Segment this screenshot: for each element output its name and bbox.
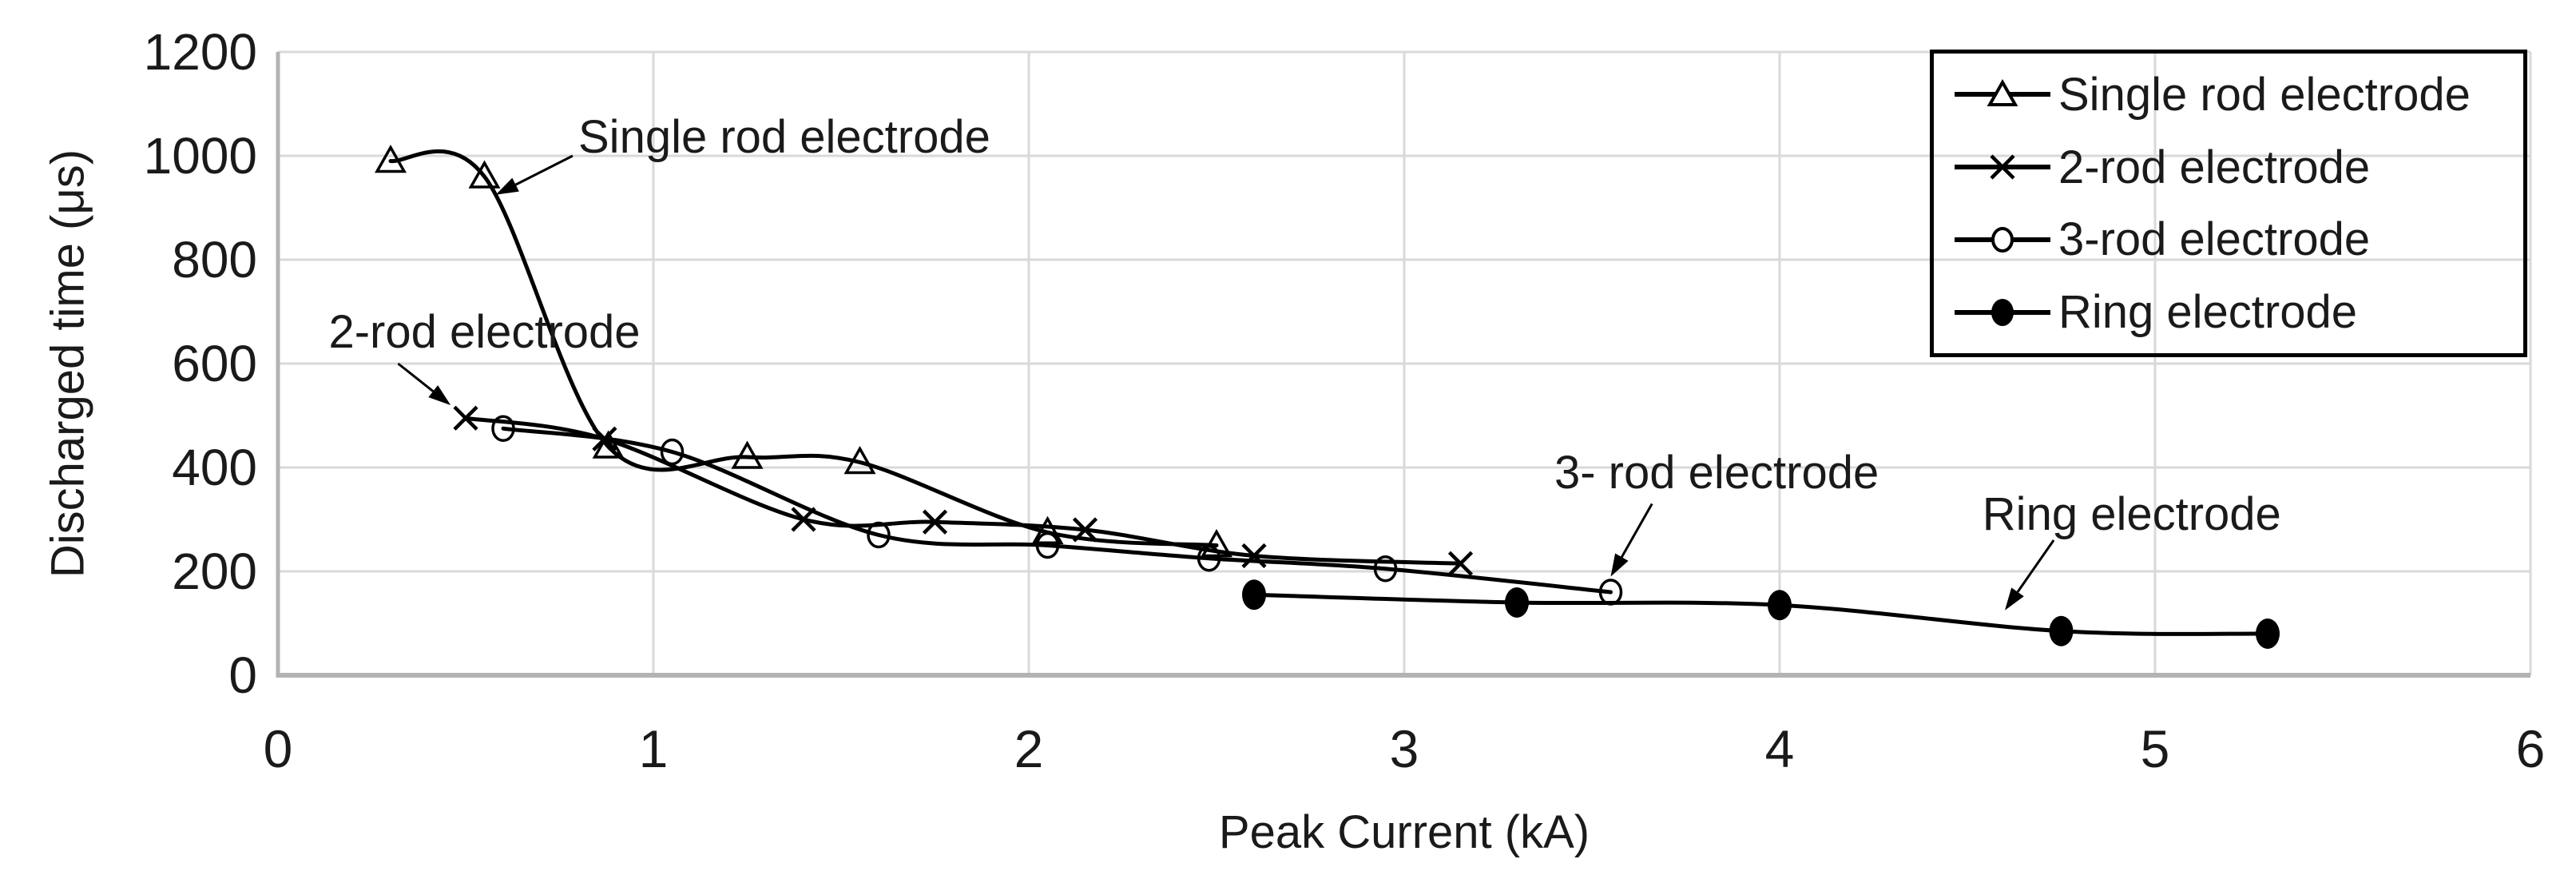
x-tick-label: 1 xyxy=(639,719,669,778)
series-line xyxy=(1252,592,2270,636)
y-tick-label: 1200 xyxy=(144,23,257,81)
y-tick-label: 0 xyxy=(228,646,257,704)
legend-label: Single rod electrode xyxy=(2058,68,2471,121)
x-tick-label: 5 xyxy=(2141,719,2170,778)
annotation-2-rod-electrode: 2-rod electrode xyxy=(328,306,641,358)
triangle-marker-icon xyxy=(843,445,876,475)
annotation-single-rod-electrode: Single rod electrode xyxy=(578,111,990,164)
filled-circle-marker-icon xyxy=(1242,579,1266,611)
annotation-arrow xyxy=(1621,503,1653,558)
x-marker-icon xyxy=(1241,543,1267,569)
x-marker-icon xyxy=(1447,551,1474,576)
legend-label: 3-rod electrode xyxy=(2058,213,2371,266)
legend-label: Ring electrode xyxy=(2058,286,2357,339)
x-tick-label: 3 xyxy=(1390,719,1419,778)
circle-marker-icon xyxy=(1955,226,2050,253)
x-tick-label: 0 xyxy=(264,719,293,778)
circle-marker-icon xyxy=(867,521,891,549)
x-marker-icon xyxy=(453,405,478,431)
x-tick-label: 2 xyxy=(1014,719,1044,778)
legend-item-2-rod-electrode: 2-rod electrode xyxy=(1951,141,2523,194)
x-marker-icon xyxy=(1955,154,2050,180)
y-tick-label: 200 xyxy=(172,543,257,600)
triangle-marker-icon xyxy=(731,440,764,469)
triangle-marker-icon xyxy=(1031,515,1064,544)
annotation-arrowhead xyxy=(1610,553,1629,577)
annotation-arrowhead xyxy=(495,177,519,195)
legend-item-single-rod-electrode: Single rod electrode xyxy=(1951,68,2523,121)
series-line xyxy=(501,426,1613,595)
legend-item-ring-electrode: Ring electrode xyxy=(1951,285,2523,339)
x-marker-icon xyxy=(922,509,948,535)
circle-marker-icon xyxy=(1197,545,1221,572)
y-axis-title: Discharged time (μs) xyxy=(42,149,94,579)
chart-legend: Single rod electrode 2-rod electrode 3-r… xyxy=(1930,50,2527,357)
filled-circle-marker-icon xyxy=(2049,615,2074,646)
annotation-arrow xyxy=(514,154,574,186)
annotation-arrow xyxy=(397,362,435,392)
legend-label: 2-rod electrode xyxy=(2058,141,2371,193)
annotation-arrowhead xyxy=(2005,587,2024,611)
circle-marker-icon xyxy=(660,438,685,466)
y-tick-label: 400 xyxy=(172,439,257,496)
filled-circle-marker-icon xyxy=(1955,298,2050,326)
circle-marker-icon xyxy=(1373,555,1398,583)
y-tick-label: 1000 xyxy=(144,127,257,185)
y-tick-label: 600 xyxy=(172,335,257,392)
filled-circle-marker-icon xyxy=(1505,587,1529,618)
triangle-marker-icon xyxy=(374,144,407,173)
annotation-3-rod-electrode: 3- rod electrode xyxy=(1554,446,1879,499)
triangle-marker-icon xyxy=(468,160,501,189)
annotation-ring-electrode: Ring electrode xyxy=(1982,487,2281,540)
circle-marker-icon xyxy=(1035,531,1060,559)
x-tick-label: 4 xyxy=(1765,719,1795,778)
filled-circle-marker-icon xyxy=(1768,590,1792,621)
triangle-marker-icon xyxy=(1200,528,1233,558)
filled-circle-marker-icon xyxy=(2256,618,2280,649)
triangle-marker-icon xyxy=(1955,79,2050,107)
circle-marker-icon xyxy=(491,415,515,442)
legend-item-3-rod-electrode: 3-rod electrode xyxy=(1951,213,2523,266)
y-tick-label: 800 xyxy=(172,231,257,288)
x-axis-title: Peak Current (kA) xyxy=(1218,806,1590,858)
annotation-arrowhead xyxy=(428,385,451,405)
x-tick-label: 6 xyxy=(2516,719,2546,778)
triangle-marker-icon xyxy=(592,430,625,459)
annotation-arrow xyxy=(2016,539,2055,593)
x-marker-icon xyxy=(1072,517,1098,543)
